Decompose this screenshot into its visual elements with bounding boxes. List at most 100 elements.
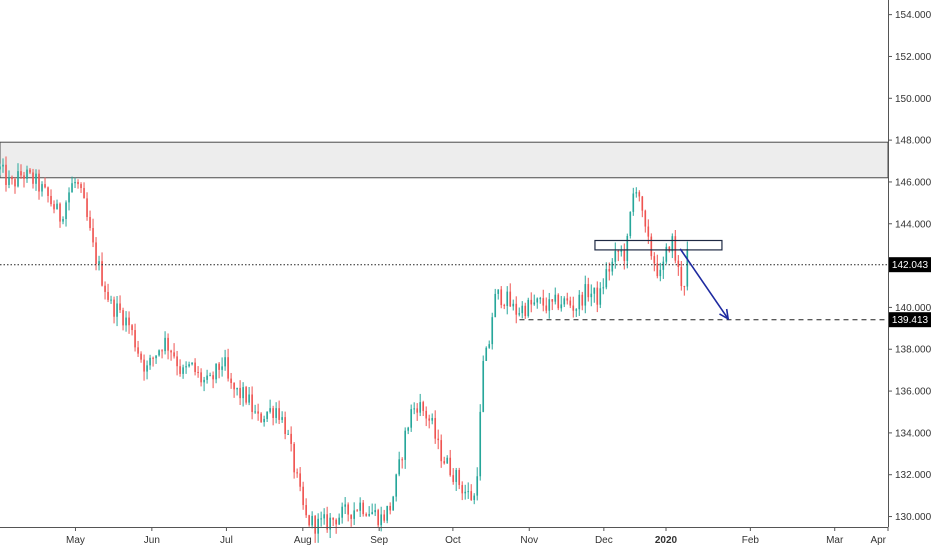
candle-body: [287, 433, 289, 435]
candle-body: [2, 164, 4, 167]
candle-body: [137, 347, 139, 354]
candle-body: [23, 175, 25, 179]
candle-body: [41, 184, 43, 192]
candle-body: [467, 491, 470, 493]
candle-body: [344, 504, 346, 507]
candle-body: [548, 299, 551, 311]
candle-body: [476, 476, 479, 496]
candle-body: [0, 166, 1, 170]
x-tick-label: 2020: [655, 535, 678, 546]
candle-body: [626, 235, 629, 261]
candle-body: [545, 305, 548, 311]
candle-body: [437, 438, 440, 441]
y-tick-label: 152.000: [895, 52, 932, 63]
x-tick-label: Aug: [294, 535, 312, 546]
forecast-arrow[interactable]: [679, 248, 729, 320]
candle-body: [674, 236, 677, 261]
candle-body: [566, 298, 569, 301]
candle-body: [419, 402, 422, 413]
candle-body: [50, 195, 52, 205]
candle-body: [59, 203, 61, 222]
candle-body: [134, 330, 136, 348]
candle-body: [686, 248, 689, 287]
candle-body: [536, 298, 539, 303]
candle-body: [455, 469, 458, 482]
candle-body: [302, 486, 304, 506]
candle-body: [632, 193, 635, 212]
candle-body: [422, 402, 425, 411]
y-tick-label: 136.000: [895, 387, 932, 398]
candle-body: [194, 362, 196, 372]
price-label-box: [889, 312, 931, 328]
y-tick-label: 132.000: [895, 470, 932, 481]
candle-body: [380, 514, 382, 526]
candle-body: [221, 366, 223, 370]
candle-body: [623, 249, 626, 261]
candle-body: [371, 512, 373, 515]
candle-body: [68, 192, 70, 203]
candle-body: [98, 261, 100, 264]
candle-body: [29, 169, 31, 173]
candle-body: [284, 417, 286, 435]
candle-body: [146, 365, 148, 372]
candle-body: [374, 510, 376, 513]
candle-body: [677, 260, 680, 267]
candle-body: [155, 355, 157, 359]
candle-body: [629, 211, 632, 236]
candle-body: [173, 352, 175, 357]
candle-body: [443, 461, 446, 464]
candle-body: [92, 228, 94, 243]
candle-body: [71, 183, 73, 193]
candle-body: [404, 430, 407, 460]
candle-body: [407, 427, 410, 431]
y-tick-label: 148.000: [895, 136, 932, 147]
candle-body: [125, 317, 127, 326]
x-tick-label: Apr: [870, 535, 886, 546]
candle-body: [182, 367, 184, 374]
candle-body: [428, 418, 431, 421]
candle-body: [416, 408, 419, 413]
candle-body: [563, 298, 566, 305]
candle-body: [119, 303, 121, 311]
candle-body: [308, 515, 310, 526]
candle-body: [263, 418, 265, 423]
candle-body: [83, 188, 85, 199]
candle-body: [299, 473, 301, 487]
candle-body: [86, 198, 88, 218]
candle-body: [323, 514, 325, 519]
candle-body: [665, 246, 668, 262]
candle-body: [386, 505, 389, 521]
candle-body: [5, 164, 7, 185]
candle-body: [206, 375, 208, 380]
candle-body: [227, 357, 229, 379]
candle-body: [257, 411, 259, 414]
x-tick-label: Feb: [742, 535, 760, 546]
candle-body: [611, 261, 614, 272]
resistance-zone[interactable]: [0, 141, 889, 179]
price-label-box: [889, 257, 931, 273]
candle-body: [74, 181, 76, 184]
candle-body: [296, 472, 298, 474]
candle-body: [572, 305, 575, 311]
x-tick-label: May: [66, 535, 85, 546]
candle-body: [413, 408, 416, 410]
y-tick-label: 140.000: [895, 303, 932, 314]
candle-body: [464, 491, 467, 494]
candle-body: [62, 219, 64, 222]
candle-body: [233, 382, 235, 390]
candle-body: [503, 305, 506, 307]
candle-body: [440, 440, 443, 462]
candle-body: [398, 459, 401, 475]
candle-body: [434, 418, 437, 439]
annotation-layer: [0, 141, 889, 179]
candle-body: [275, 408, 277, 418]
y-tick-label: 138.000: [895, 345, 932, 356]
candle-body: [104, 285, 106, 292]
candle-body: [38, 173, 40, 192]
y-tick-label: 130.000: [895, 512, 932, 523]
candle-body: [338, 517, 340, 525]
candle-body: [353, 510, 355, 519]
candle-body: [56, 203, 58, 210]
consolidation-box[interactable]: [594, 239, 723, 251]
